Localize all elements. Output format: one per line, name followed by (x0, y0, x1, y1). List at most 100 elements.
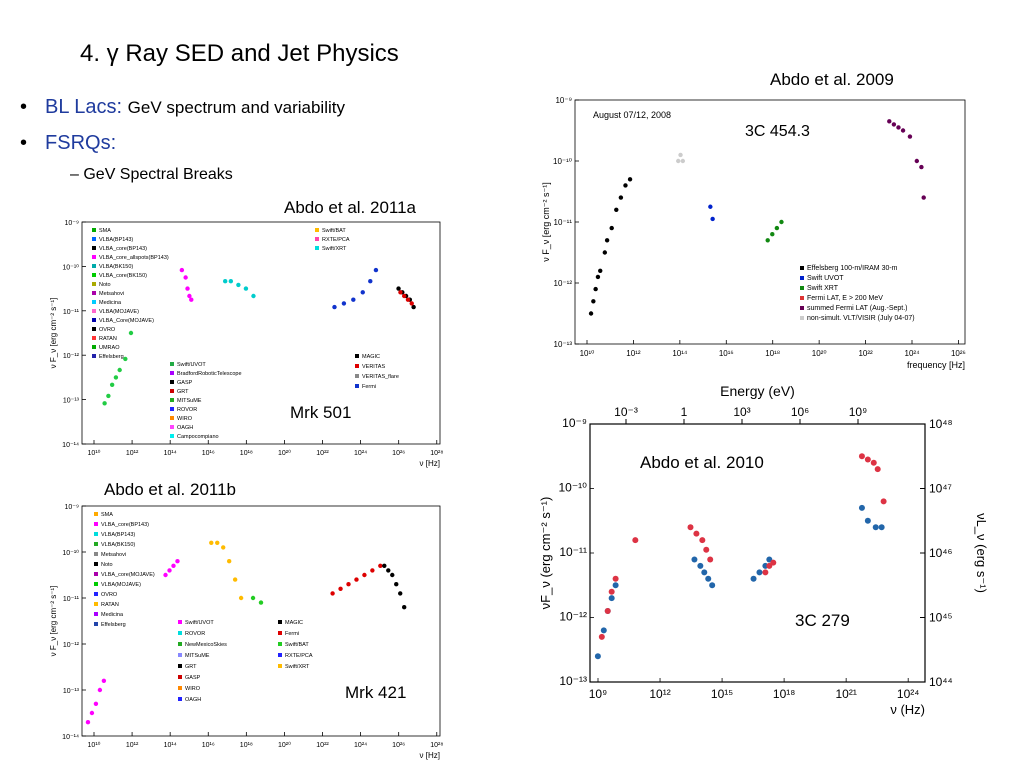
x-tick-label: 10¹⁰ (88, 741, 101, 749)
data-point (858, 504, 865, 511)
x-tick-label: 10¹² (126, 450, 139, 457)
x-tick-label: 10²² (316, 742, 329, 749)
legend-marker (170, 398, 174, 402)
legend-label: VLBA(MOJAVE) (99, 309, 139, 315)
data-point (378, 563, 383, 568)
y-tick-label: 10⁻¹² (63, 642, 80, 649)
legend-marker (170, 416, 174, 420)
legend-marker (278, 631, 282, 635)
data-point (703, 546, 710, 553)
data-point (360, 290, 365, 295)
y-tick-label: 10⁻¹⁰ (559, 481, 588, 495)
y-tick-label: 10⁻⁹ (555, 96, 572, 105)
right-axis-label: νL_ν (erg s⁻¹) (974, 513, 989, 593)
x-tick-label: 10¹⁴ (672, 349, 688, 358)
legend-marker (170, 380, 174, 384)
data-point (880, 498, 887, 505)
legend-label: ROVOR (177, 407, 197, 413)
data-point (97, 687, 103, 693)
legend-label: WIRO (177, 416, 193, 422)
top-tick-label: 1 (681, 405, 688, 419)
data-point (185, 286, 190, 291)
legend-label: VLBA_core(BP143) (99, 246, 147, 252)
data-point (411, 304, 416, 310)
data-point (887, 119, 892, 124)
source-label: Mrk 421 (345, 683, 406, 702)
data-point (907, 134, 913, 139)
legend-label: Noto (101, 562, 113, 568)
x-axis-label: ν [Hz] (420, 751, 440, 760)
data-point (765, 238, 770, 243)
x-axis-label: ν (Hz) (890, 702, 925, 717)
legend-marker (800, 276, 804, 280)
legend-marker (92, 309, 96, 313)
legend-label: Effelsberg (99, 354, 124, 360)
legend-label: Swift/XRT (285, 664, 310, 670)
data-point (594, 653, 601, 660)
legend-label: GASP (177, 380, 193, 386)
data-point (914, 158, 920, 164)
legend-marker (355, 354, 359, 358)
data-point (697, 562, 704, 569)
data-point (602, 250, 608, 255)
y-tick-label: 10⁻¹⁰ (62, 549, 79, 557)
data-point (678, 152, 683, 158)
data-point (370, 568, 375, 573)
legend-label: SMA (101, 512, 113, 518)
data-point (405, 297, 411, 302)
y-tick-label: 10⁻¹² (559, 610, 587, 624)
legend-label: Metsahovi (101, 552, 126, 558)
legend-marker (92, 246, 96, 250)
legend-label: RXTE/PCA (322, 237, 350, 243)
data-point (123, 356, 128, 362)
legend-marker (94, 612, 98, 616)
data-point (175, 559, 180, 564)
data-point (750, 575, 757, 582)
legend-marker (170, 434, 174, 438)
legend-label: GASP (185, 675, 201, 681)
x-tick-label: 10²⁴ (905, 349, 921, 358)
data-point (756, 569, 763, 576)
data-point (612, 575, 619, 582)
legend-marker (92, 345, 96, 349)
data-point (382, 563, 387, 568)
data-point (128, 330, 134, 336)
data-point (228, 279, 234, 284)
data-point (109, 382, 115, 387)
legend-marker (92, 300, 96, 304)
legend-marker (178, 664, 182, 668)
data-point (608, 588, 615, 595)
y-tick-label: 10⁻¹⁰ (62, 263, 79, 271)
data-point (215, 540, 220, 545)
data-point (618, 195, 624, 200)
data-point (113, 375, 119, 380)
legend-marker (178, 642, 182, 646)
x-tick-label: 10¹⁶ (202, 742, 215, 749)
x-axis-label: ν [Hz] (420, 459, 440, 468)
data-point (623, 183, 628, 188)
right-tick-label: 10⁴⁶ (929, 546, 953, 560)
y-tick-label: 10⁻¹³ (559, 674, 587, 688)
data-point (251, 293, 256, 299)
data-point (354, 577, 359, 582)
data-point (396, 286, 401, 291)
data-point (209, 540, 214, 545)
data-point (341, 301, 347, 306)
data-point (179, 267, 185, 273)
y-tick-label: 10⁻¹⁰ (553, 157, 572, 166)
right-tick-label: 10⁴⁷ (929, 482, 952, 496)
legend-label: VLBA(BK150) (101, 542, 135, 548)
legend-label: RXTE/PCA (285, 653, 313, 659)
bullet-head: FSRQs: (45, 132, 117, 154)
data-point (346, 582, 351, 587)
data-point (701, 569, 708, 576)
plot-frame (81, 221, 441, 445)
data-point (402, 293, 407, 299)
data-point (102, 401, 107, 406)
data-point (612, 582, 619, 589)
data-point (167, 568, 172, 573)
x-tick-label: 10¹⁸ (240, 742, 253, 749)
legend-label: Swift UVOT (807, 275, 844, 282)
legend-label: VLBA_Core(MOJAVE) (99, 318, 154, 324)
legend-label: VLBA(MOJAVE) (101, 582, 141, 588)
